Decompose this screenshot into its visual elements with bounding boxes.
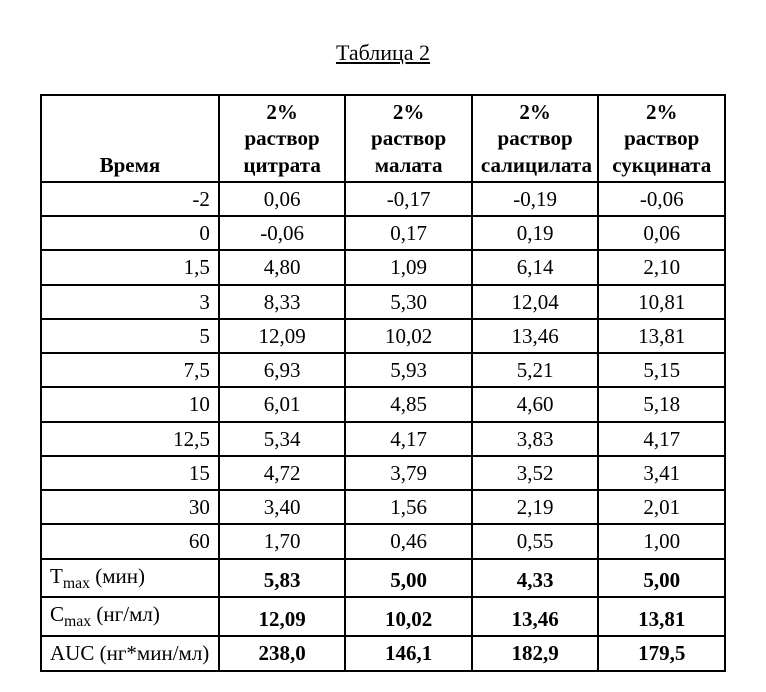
table-row: -2 0,06 -0,17 -0,19 -0,06: [41, 182, 725, 216]
summary-value: 12,09: [219, 597, 346, 636]
table-row: 60 1,70 0,46 0,55 1,00: [41, 524, 725, 558]
summary-label-cmax: Cmax (нг/мл): [41, 597, 219, 636]
data-cell: 6,01: [219, 387, 346, 421]
data-cell: 3,41: [598, 456, 725, 490]
data-cell: 4,85: [345, 387, 472, 421]
data-cell: 3,52: [472, 456, 599, 490]
time-cell: 0: [41, 216, 219, 250]
summary-label-tmax: Tmax (мин): [41, 559, 219, 598]
table-row: 15 4,72 3,79 3,52 3,41: [41, 456, 725, 490]
data-cell: 4,72: [219, 456, 346, 490]
data-cell: 0,06: [598, 216, 725, 250]
summary-value: 5,00: [345, 559, 472, 598]
table-row: 12,5 5,34 4,17 3,83 4,17: [41, 422, 725, 456]
data-table: Время 2% раствор цитрата 2% раствор мала…: [40, 94, 726, 672]
data-cell: 12,09: [219, 319, 346, 353]
data-cell: 4,17: [598, 422, 725, 456]
time-cell: -2: [41, 182, 219, 216]
time-cell: 30: [41, 490, 219, 524]
data-cell: 4,80: [219, 250, 346, 284]
table-row: 0 -0,06 0,17 0,19 0,06: [41, 216, 725, 250]
data-cell: 2,01: [598, 490, 725, 524]
data-cell: 2,19: [472, 490, 599, 524]
summary-value: 238,0: [219, 636, 346, 670]
data-cell: 0,55: [472, 524, 599, 558]
data-cell: 0,46: [345, 524, 472, 558]
data-cell: 6,14: [472, 250, 599, 284]
data-cell: 10,81: [598, 285, 725, 319]
data-cell: 13,46: [472, 319, 599, 353]
table-row: 10 6,01 4,85 4,60 5,18: [41, 387, 725, 421]
summary-row-cmax: Cmax (нг/мл) 12,09 10,02 13,46 13,81: [41, 597, 725, 636]
summary-row-auc: AUC (нг*мин/мл) 238,0 146,1 182,9 179,5: [41, 636, 725, 670]
header-row: Время 2% раствор цитрата 2% раствор мала…: [41, 95, 725, 182]
summary-value: 13,46: [472, 597, 599, 636]
summary-value: 179,5: [598, 636, 725, 670]
col-header-malate: 2% раствор малата: [345, 95, 472, 182]
summary-row-tmax: Tmax (мин) 5,83 5,00 4,33 5,00: [41, 559, 725, 598]
table-row: 5 12,09 10,02 13,46 13,81: [41, 319, 725, 353]
data-cell: -0,17: [345, 182, 472, 216]
data-cell: -0,06: [219, 216, 346, 250]
time-cell: 5: [41, 319, 219, 353]
table-caption: Таблица 2: [40, 40, 726, 66]
data-cell: 1,00: [598, 524, 725, 558]
table-row: 1,5 4,80 1,09 6,14 2,10: [41, 250, 725, 284]
time-cell: 7,5: [41, 353, 219, 387]
data-cell: 2,10: [598, 250, 725, 284]
summary-value: 4,33: [472, 559, 599, 598]
time-cell: 12,5: [41, 422, 219, 456]
summary-value: 5,83: [219, 559, 346, 598]
time-cell: 60: [41, 524, 219, 558]
summary-value: 146,1: [345, 636, 472, 670]
data-cell: 3,40: [219, 490, 346, 524]
data-cell: 10,02: [345, 319, 472, 353]
data-cell: 4,60: [472, 387, 599, 421]
summary-label-auc: AUC (нг*мин/мл): [41, 636, 219, 670]
col-header-time: Время: [41, 95, 219, 182]
data-cell: 3,83: [472, 422, 599, 456]
data-cell: 0,17: [345, 216, 472, 250]
data-cell: 6,93: [219, 353, 346, 387]
data-cell: -0,06: [598, 182, 725, 216]
data-cell: 5,15: [598, 353, 725, 387]
table-row: 7,5 6,93 5,93 5,21 5,15: [41, 353, 725, 387]
time-cell: 3: [41, 285, 219, 319]
data-cell: 1,56: [345, 490, 472, 524]
data-cell: 3,79: [345, 456, 472, 490]
col-header-salicylate: 2% раствор салицилата: [472, 95, 599, 182]
data-cell: 5,21: [472, 353, 599, 387]
data-cell: 5,93: [345, 353, 472, 387]
time-cell: 10: [41, 387, 219, 421]
summary-value: 182,9: [472, 636, 599, 670]
table-row: 3 8,33 5,30 12,04 10,81: [41, 285, 725, 319]
col-header-citrate: 2% раствор цитрата: [219, 95, 346, 182]
summary-value: 10,02: [345, 597, 472, 636]
data-cell: 4,17: [345, 422, 472, 456]
table-row: 30 3,40 1,56 2,19 2,01: [41, 490, 725, 524]
data-cell: -0,19: [472, 182, 599, 216]
data-cell: 0,06: [219, 182, 346, 216]
data-cell: 5,30: [345, 285, 472, 319]
data-cell: 5,34: [219, 422, 346, 456]
data-cell: 1,70: [219, 524, 346, 558]
data-cell: 13,81: [598, 319, 725, 353]
data-cell: 1,09: [345, 250, 472, 284]
summary-value: 13,81: [598, 597, 725, 636]
data-cell: 5,18: [598, 387, 725, 421]
data-cell: 12,04: [472, 285, 599, 319]
data-cell: 8,33: [219, 285, 346, 319]
col-header-succinate: 2% раствор сукцината: [598, 95, 725, 182]
data-cell: 0,19: [472, 216, 599, 250]
time-cell: 15: [41, 456, 219, 490]
time-cell: 1,5: [41, 250, 219, 284]
summary-value: 5,00: [598, 559, 725, 598]
